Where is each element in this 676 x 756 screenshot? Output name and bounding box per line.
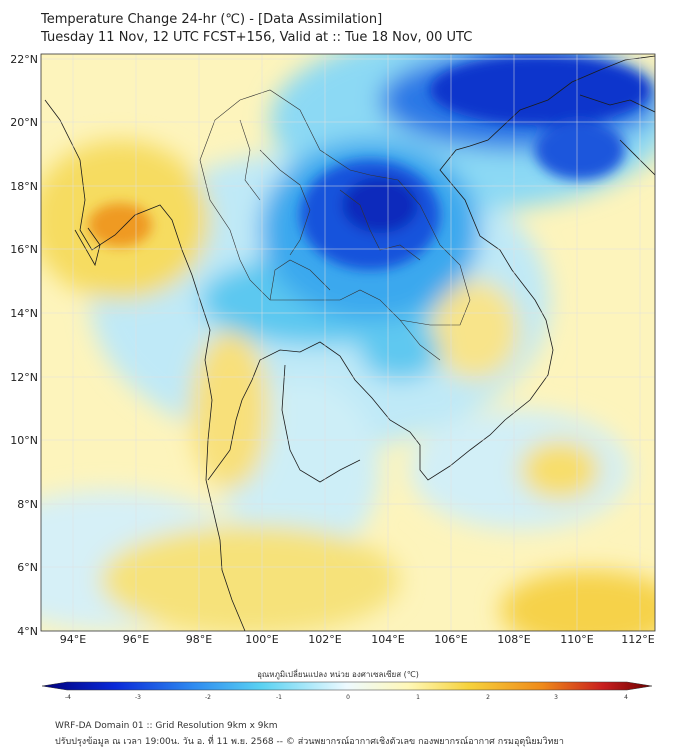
lat-tick-20: 20°N [10, 116, 38, 129]
longitude-ticks: 94°E 96°E 98°E 100°E 102°E 104°E 106°E 1… [60, 633, 655, 646]
lat-tick-8: 8°N [17, 498, 38, 511]
temperature-field [41, 54, 655, 631]
colorbar-tick-m4: -4 [65, 694, 71, 700]
colorbar-title: อุณหภูมิเปลี่ยนแปลง หน่วย องศาเซลเซียส (… [257, 670, 419, 679]
colorbar-tick-1: 1 [416, 694, 420, 700]
lon-tick-96: 96°E [123, 633, 149, 646]
lon-tick-98: 98°E [186, 633, 212, 646]
graticule [41, 54, 655, 631]
lat-tick-18: 18°N [10, 180, 38, 193]
map-subtitle: Tuesday 11 Nov, 12 UTC FCST+156, Valid a… [41, 30, 473, 45]
colorbar-bar [41, 681, 653, 691]
lon-tick-106: 106°E [434, 633, 467, 646]
lat-tick-14: 14°N [10, 307, 38, 320]
country-borders [199, 89, 471, 361]
lat-tick-12: 12°N [10, 371, 38, 384]
map-frame [40, 53, 656, 632]
colorbar-tick-2: 2 [486, 694, 490, 700]
lon-tick-94: 94°E [60, 633, 86, 646]
coastlines [44, 55, 655, 631]
lon-tick-110: 110°E [560, 633, 593, 646]
latitude-ticks: 22°N 20°N 18°N 16°N 14°N 12°N 10°N 8°N 6… [10, 53, 38, 638]
lat-tick-10: 10°N [10, 434, 38, 447]
colorbar-tick-3: 3 [554, 694, 558, 700]
colorbar-tick-4: 4 [624, 694, 628, 700]
temperature-change-map: 94°E 96°E 98°E 100°E 102°E 104°E 106°E 1… [10, 53, 656, 700]
lat-tick-16: 16°N [10, 243, 38, 256]
map-title: Temperature Change 24-hr (℃) - [Data Ass… [41, 12, 383, 27]
lon-tick-104: 104°E [371, 633, 404, 646]
lon-tick-102: 102°E [308, 633, 341, 646]
lon-tick-100: 100°E [245, 633, 278, 646]
lat-tick-6: 6°N [17, 561, 38, 574]
footer-credit: ปรับปรุงข้อมูล ณ เวลา 19:00น. วัน อ. ที่… [55, 737, 564, 747]
lon-tick-108: 108°E [497, 633, 530, 646]
lat-tick-22: 22°N [10, 53, 38, 66]
footer-model-info: WRF-DA Domain 01 :: Grid Resolution 9km … [55, 721, 278, 731]
colorbar-tick-m3: -3 [135, 694, 141, 700]
lon-tick-112: 112°E [621, 633, 654, 646]
colorbar-tick-0: 0 [346, 694, 350, 700]
lat-tick-4: 4°N [17, 625, 38, 638]
colorbar-tick-m1: -1 [276, 694, 282, 700]
colorbar: -4 -3 -2 -1 0 1 2 3 4 [41, 681, 653, 700]
colorbar-tick-m2: -2 [205, 694, 211, 700]
